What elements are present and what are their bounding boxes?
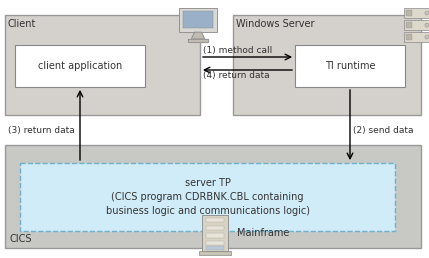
Polygon shape	[191, 32, 205, 39]
Text: (3) return data: (3) return data	[8, 125, 75, 134]
Bar	[15, 45, 145, 87]
Bar	[233, 15, 421, 115]
Bar	[202, 215, 228, 251]
Text: Mainframe: Mainframe	[237, 228, 290, 238]
Text: Client: Client	[8, 19, 36, 29]
Bar	[295, 45, 405, 87]
Polygon shape	[188, 39, 208, 42]
Bar	[406, 34, 411, 39]
Bar	[206, 218, 224, 222]
Text: Windows Server: Windows Server	[236, 19, 314, 29]
Text: (1) method call: (1) method call	[203, 46, 272, 55]
Bar	[406, 10, 411, 15]
Bar	[5, 15, 200, 115]
Bar	[20, 163, 395, 231]
Circle shape	[425, 23, 429, 27]
Bar	[206, 241, 224, 245]
Text: CICS: CICS	[9, 234, 31, 244]
Text: server TP
(CICS program CDRBNK.CBL containing
business logic and communications : server TP (CICS program CDRBNK.CBL conta…	[106, 178, 309, 216]
Text: client application: client application	[38, 61, 122, 71]
Bar	[5, 145, 421, 248]
Bar	[206, 233, 224, 238]
Circle shape	[425, 11, 429, 15]
Bar	[404, 8, 429, 18]
Bar	[404, 32, 429, 42]
Bar	[404, 20, 429, 30]
Text: TI runtime: TI runtime	[325, 61, 375, 71]
Bar	[206, 246, 224, 249]
Bar	[206, 225, 224, 230]
Circle shape	[425, 35, 429, 39]
Bar	[406, 22, 411, 28]
Bar	[183, 11, 213, 28]
Text: (2) send data: (2) send data	[353, 125, 414, 134]
Text: (4) return data: (4) return data	[203, 71, 269, 80]
Bar	[199, 251, 231, 255]
Bar	[179, 8, 217, 32]
